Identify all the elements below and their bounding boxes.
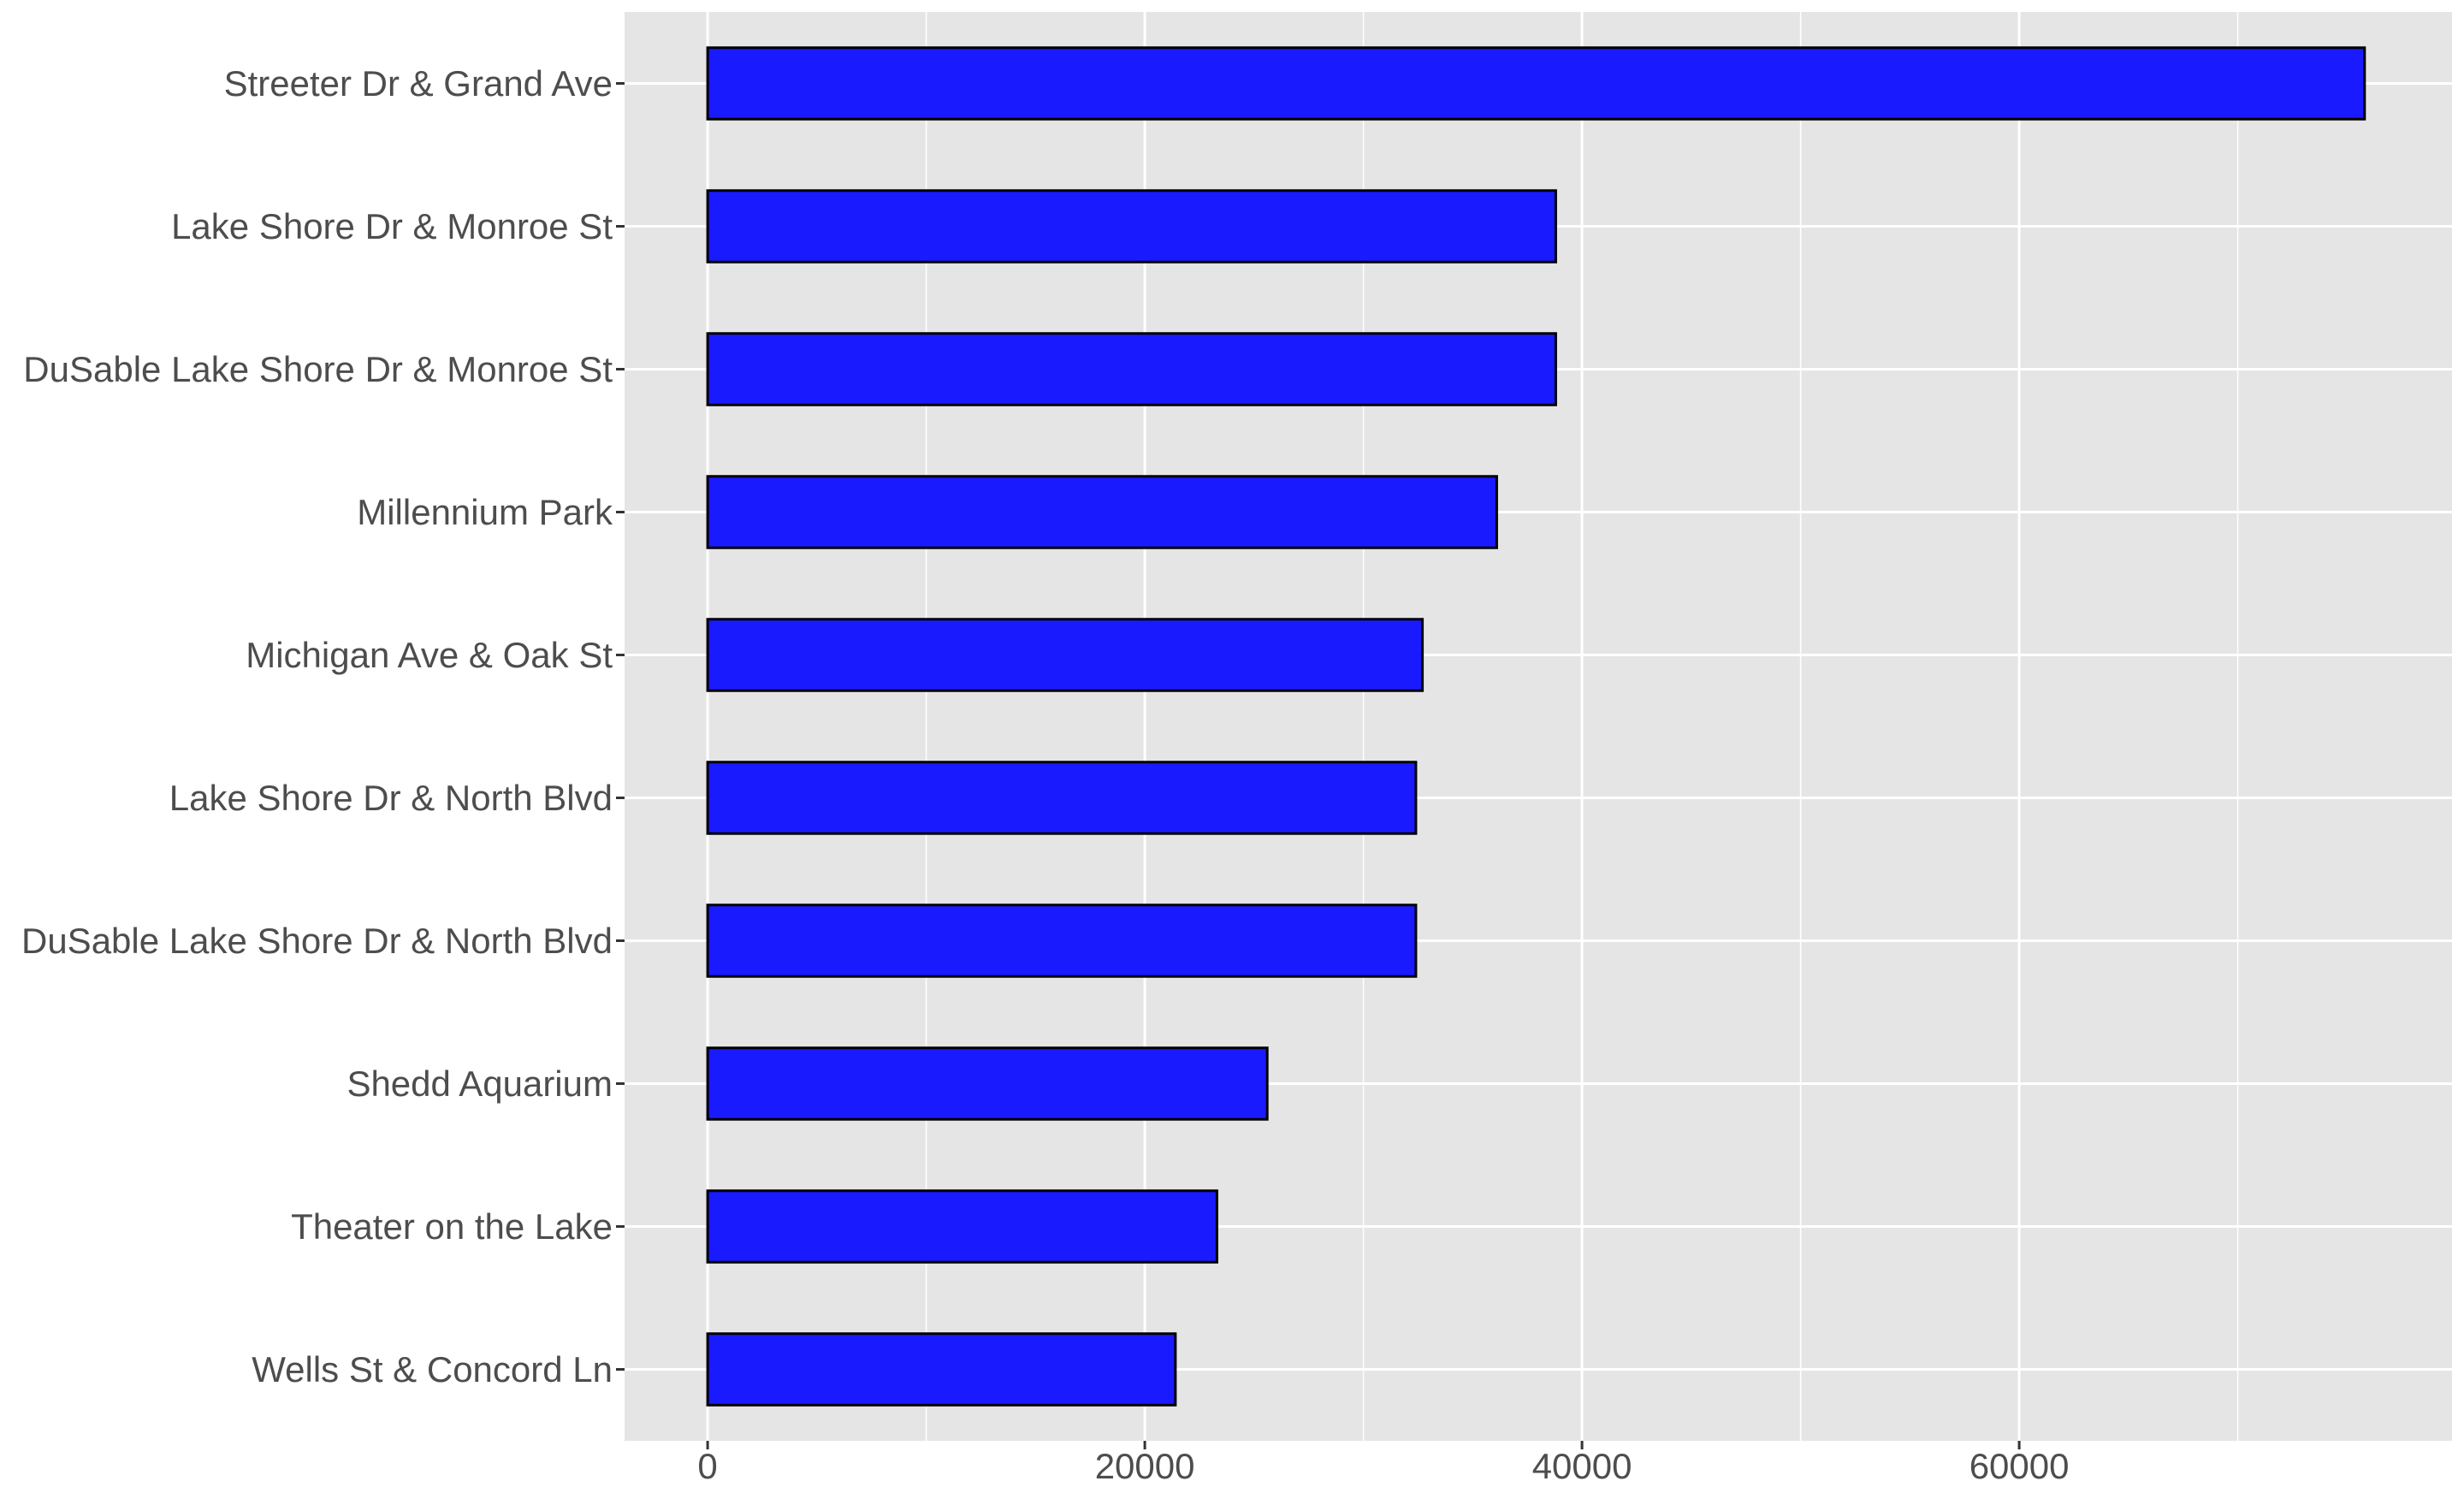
y-tick-label: DuSable Lake Shore Dr & Monroe St	[23, 349, 613, 389]
bar	[706, 1332, 1177, 1407]
y-tick-label: Theater on the Lake	[291, 1206, 613, 1247]
bars-group	[706, 46, 2366, 1407]
bar	[706, 332, 1557, 406]
bar	[706, 1189, 1218, 1264]
bar	[706, 761, 1418, 835]
y-tick-label: Lake Shore Dr & North Blvd	[169, 778, 613, 818]
y-tick-label: Shedd Aquarium	[346, 1064, 613, 1104]
x-tick-label: 0	[697, 1446, 717, 1486]
x-axis: 0 20000 40000 60000	[697, 1441, 2070, 1486]
bar	[706, 189, 1557, 264]
bar	[706, 904, 1418, 978]
x-tick-label: 40000	[1532, 1446, 1632, 1486]
x-tick-label: 20000	[1095, 1446, 1195, 1486]
x-tick-label: 60000	[1969, 1446, 2070, 1486]
y-tick-label: Wells St & Concord Ln	[252, 1349, 613, 1389]
y-tick-label: Streeter Dr & Grand Ave	[224, 63, 613, 104]
y-axis: Streeter Dr & Grand Ave Lake Shore Dr & M…	[21, 63, 625, 1389]
y-tick-label: DuSable Lake Shore Dr & North Blvd	[21, 921, 613, 961]
y-tick-label: Lake Shore Dr & Monroe St	[171, 206, 613, 246]
y-tick-label: Michigan Ave & Oak St	[246, 635, 613, 675]
bar	[706, 475, 1498, 549]
bar	[706, 618, 1424, 692]
bar	[706, 46, 2366, 121]
bar	[706, 1046, 1269, 1121]
y-tick-label: Millennium Park	[357, 492, 613, 532]
